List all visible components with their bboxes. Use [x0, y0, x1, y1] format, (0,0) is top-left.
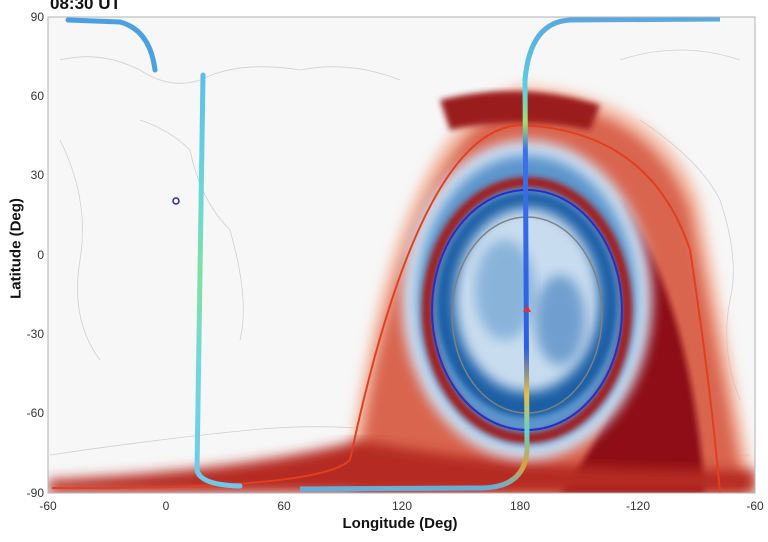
satellite-track-1 — [194, 72, 243, 489]
satellite-track-2 — [299, 17, 721, 492]
y-tick: 0 — [37, 248, 44, 262]
red-contour — [51, 123, 721, 493]
marker-triangle — [523, 305, 531, 312]
x-tick: 60 — [277, 499, 291, 513]
satellite-track-1-north — [65, 17, 158, 73]
x-tick: 0 — [162, 499, 170, 513]
y-tick: 60 — [30, 89, 44, 103]
x-tick: -60 — [39, 499, 57, 513]
x-tick: -120 — [625, 499, 651, 513]
y-tick: 30 — [30, 168, 44, 182]
y-tick: -60 — [26, 406, 44, 420]
x-tick: 120 — [391, 499, 413, 513]
marker-circle — [172, 197, 180, 205]
x-axis-label: Longitude (Deg) — [342, 515, 458, 532]
x-tick: 180 — [509, 499, 531, 513]
y-tick: 90 — [30, 10, 44, 24]
plot-frame — [47, 16, 756, 494]
chart-title: 08:30 UT — [50, 0, 121, 13]
y-tick: -90 — [26, 486, 44, 500]
x-tick: -60 — [746, 499, 764, 513]
y-tick: -30 — [26, 327, 44, 341]
